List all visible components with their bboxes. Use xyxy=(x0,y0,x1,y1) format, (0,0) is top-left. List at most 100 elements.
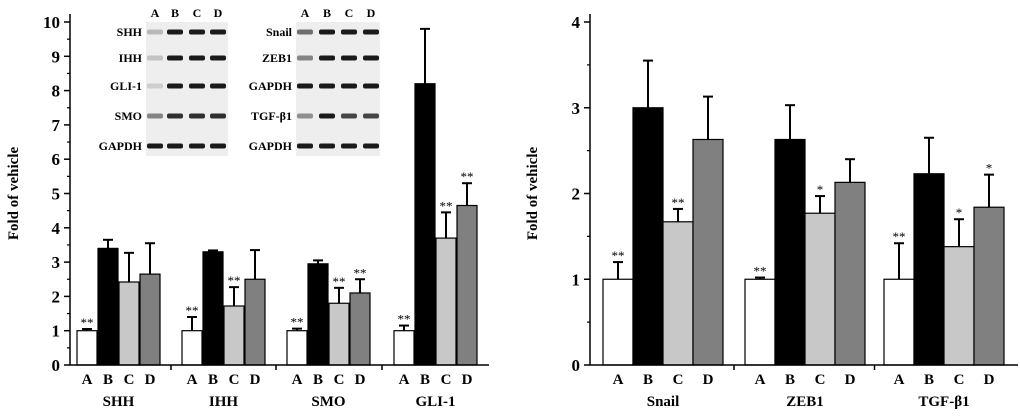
group-label: SMO xyxy=(311,394,345,410)
bar xyxy=(328,302,350,366)
blot-band xyxy=(297,83,313,89)
significance-label: ** xyxy=(440,198,453,213)
bar xyxy=(139,273,161,366)
significance-label: ** xyxy=(81,315,94,330)
lane-label: B xyxy=(171,6,179,20)
blot-band xyxy=(189,29,205,35)
y-tick-label: 4 xyxy=(52,219,61,238)
bar-category-label: C xyxy=(229,372,240,388)
y-tick-label: 0 xyxy=(52,356,61,375)
bar-category-label: B xyxy=(420,372,430,388)
blot-band xyxy=(210,55,226,61)
group-label: Snail xyxy=(647,394,680,410)
group-label: TGF-β1 xyxy=(918,394,969,410)
bar-category-label: A xyxy=(755,372,766,388)
y-tick-label: 7 xyxy=(52,116,61,135)
significance-label: * xyxy=(986,161,993,176)
blot-band xyxy=(167,29,183,35)
blot-band xyxy=(167,55,183,61)
bar-category-label: D xyxy=(462,372,473,388)
bar xyxy=(744,278,776,366)
bar-category-label: B xyxy=(313,372,323,388)
significance-label: ** xyxy=(672,195,685,210)
lane-label: D xyxy=(214,6,223,20)
blot-row-label: SHH xyxy=(117,25,143,39)
bar-category-label: B xyxy=(643,372,653,388)
bar-group: ** A B ** C D IHH xyxy=(181,249,266,410)
blot-band xyxy=(189,83,205,89)
y-tick-label: 1 xyxy=(52,322,61,341)
bar-category-label: A xyxy=(894,372,905,388)
bar-group: ** A B ** C ** D GLI-1 xyxy=(393,27,478,410)
y-axis-label: Fold of vehicle xyxy=(525,147,541,241)
significance-label: ** xyxy=(228,273,241,288)
blot-band xyxy=(341,143,357,149)
y-axis-label: Fold of vehicle xyxy=(6,147,22,241)
significance-label: ** xyxy=(333,274,346,289)
blot-band xyxy=(341,55,357,61)
bar-category-label: A xyxy=(187,372,198,388)
significance-label: ** xyxy=(754,264,767,279)
blot-row-label: SMO xyxy=(115,109,142,123)
significance-label: * xyxy=(817,182,824,197)
bar xyxy=(774,138,806,366)
blot-panel-left xyxy=(146,22,228,156)
y-tick-label: 10 xyxy=(43,13,60,32)
y-tick-label: 2 xyxy=(572,185,581,204)
bar-category-label: D xyxy=(703,372,714,388)
blot-row-label: ZEB1 xyxy=(262,51,292,65)
blot-band xyxy=(147,113,163,119)
blot-band xyxy=(363,143,379,149)
blot-band xyxy=(363,55,379,61)
bar xyxy=(435,237,457,366)
bar-category-label: A xyxy=(82,372,93,388)
bar-category-label: D xyxy=(845,372,856,388)
blot-band xyxy=(319,143,335,149)
blot-band xyxy=(167,143,183,149)
bar xyxy=(804,212,836,366)
bar xyxy=(76,330,98,366)
bar xyxy=(602,278,634,366)
bar-group: ** A B * C D ZEB1 xyxy=(744,104,866,410)
bar-category-label: D xyxy=(355,372,366,388)
bar xyxy=(223,305,245,366)
blot-band xyxy=(210,83,226,89)
blot-band xyxy=(297,29,313,35)
bar-category-label: C xyxy=(815,372,826,388)
y-tick-label: 4 xyxy=(572,13,581,32)
bar xyxy=(181,330,203,366)
bar xyxy=(118,281,140,366)
bar xyxy=(97,247,119,366)
blot-band xyxy=(210,143,226,149)
blot-band xyxy=(319,83,335,89)
blot-band xyxy=(147,83,163,89)
y-tick-label: 2 xyxy=(52,287,61,306)
western-blot-inset: A AB BC CD DSHHIHHGLI-1SMOGAPDHSnailZEB1GAPD… xyxy=(99,6,380,156)
significance-label: ** xyxy=(291,315,304,330)
blot-band xyxy=(189,143,205,149)
lane-label: C xyxy=(193,6,202,20)
bar-group: ** A B C D SHH xyxy=(76,238,161,410)
blot-band xyxy=(363,29,379,35)
blot-band xyxy=(341,113,357,119)
bar xyxy=(456,204,478,366)
bar xyxy=(692,138,724,366)
blot-row-label: Snail xyxy=(266,25,293,39)
blot-band xyxy=(167,83,183,89)
bar-category-label: B xyxy=(924,372,934,388)
significance-label: ** xyxy=(398,312,411,327)
lane-label: D xyxy=(367,6,376,20)
group-label: GLI-1 xyxy=(415,394,455,410)
lane-label: C xyxy=(345,6,354,20)
bar xyxy=(943,246,975,366)
bar-category-label: C xyxy=(673,372,684,388)
blot-band xyxy=(189,113,205,119)
bar-category-label: D xyxy=(250,372,261,388)
significance-label: ** xyxy=(612,248,625,263)
blot-band xyxy=(297,143,313,149)
blot-band xyxy=(341,29,357,35)
blot-band xyxy=(297,55,313,61)
bar xyxy=(307,263,329,366)
